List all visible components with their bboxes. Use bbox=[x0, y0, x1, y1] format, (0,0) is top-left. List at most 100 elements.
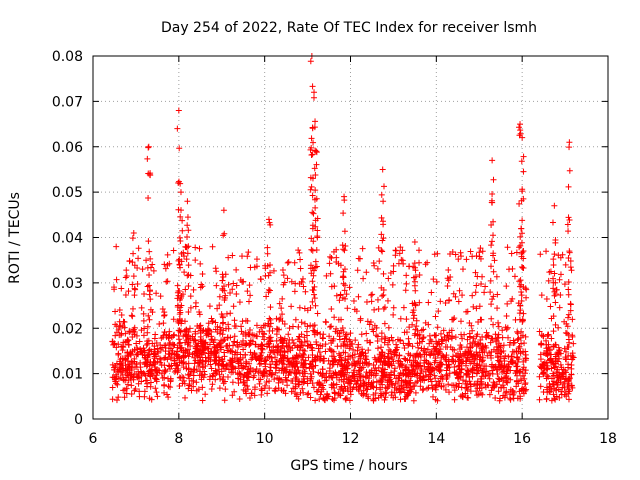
data-point bbox=[186, 325, 193, 332]
data-point bbox=[253, 322, 260, 329]
data-point bbox=[181, 269, 188, 276]
data-point bbox=[112, 371, 119, 378]
data-point bbox=[244, 253, 251, 260]
data-point bbox=[187, 293, 194, 300]
data-point bbox=[274, 346, 281, 353]
data-point bbox=[156, 321, 163, 328]
data-point bbox=[170, 342, 177, 349]
data-point bbox=[199, 384, 206, 391]
data-point bbox=[279, 295, 286, 302]
data-point bbox=[146, 316, 153, 323]
data-point bbox=[273, 331, 280, 338]
data-point bbox=[191, 354, 198, 361]
data-point bbox=[202, 354, 209, 361]
data-point bbox=[324, 390, 331, 397]
data-point bbox=[235, 363, 242, 370]
data-point bbox=[334, 343, 341, 350]
data-point bbox=[309, 357, 316, 364]
data-point bbox=[266, 315, 273, 322]
data-point bbox=[174, 369, 181, 376]
data-point bbox=[212, 367, 219, 374]
data-point bbox=[294, 344, 301, 351]
data-point bbox=[157, 346, 164, 353]
data-point bbox=[225, 321, 232, 328]
data-point bbox=[130, 326, 137, 333]
data-point bbox=[187, 343, 194, 350]
data-point bbox=[201, 368, 208, 375]
data-point bbox=[210, 339, 217, 346]
data-point bbox=[192, 244, 199, 251]
data-point bbox=[231, 338, 238, 345]
data-point bbox=[135, 245, 142, 252]
data-point bbox=[251, 392, 258, 399]
data-point bbox=[272, 354, 279, 361]
data-point bbox=[299, 354, 306, 361]
data-point bbox=[113, 276, 120, 283]
data-point bbox=[400, 384, 407, 391]
data-point bbox=[366, 321, 373, 328]
data-point bbox=[396, 352, 403, 359]
data-point bbox=[236, 371, 243, 378]
x-tick-label: 18 bbox=[599, 431, 617, 447]
data-point bbox=[135, 255, 142, 262]
data-point bbox=[345, 380, 352, 387]
data-point bbox=[231, 333, 238, 340]
data-point bbox=[288, 388, 295, 395]
data-point bbox=[409, 343, 416, 350]
data-point bbox=[302, 288, 309, 295]
data-point bbox=[140, 345, 147, 352]
data-point bbox=[284, 275, 291, 282]
data-point bbox=[225, 325, 232, 332]
chart-title: Day 254 of 2022, Rate Of TEC Index for r… bbox=[161, 20, 537, 36]
data-point bbox=[116, 307, 123, 314]
data-point bbox=[209, 318, 216, 325]
data-point bbox=[187, 371, 194, 378]
data-point bbox=[162, 368, 169, 375]
data-point bbox=[262, 361, 269, 368]
data-point bbox=[192, 357, 199, 364]
data-point bbox=[138, 378, 145, 385]
data-point bbox=[115, 351, 122, 358]
data-point bbox=[220, 337, 227, 344]
data-point bbox=[302, 370, 309, 377]
data-point bbox=[205, 355, 212, 362]
data-point bbox=[292, 363, 299, 370]
data-point bbox=[228, 362, 235, 369]
data-point bbox=[122, 274, 129, 281]
data-point bbox=[131, 387, 138, 394]
data-point bbox=[244, 377, 251, 384]
data-point bbox=[190, 372, 197, 379]
data-point bbox=[166, 363, 173, 370]
x-tick-label: 6 bbox=[89, 431, 98, 447]
data-point bbox=[198, 351, 205, 358]
data-point bbox=[402, 396, 409, 403]
data-point bbox=[141, 393, 148, 400]
data-point bbox=[118, 361, 125, 368]
y-tick-label: 0.01 bbox=[52, 367, 83, 383]
data-point bbox=[136, 388, 143, 395]
data-point bbox=[160, 332, 167, 339]
data-point bbox=[256, 328, 263, 335]
data-point bbox=[288, 303, 295, 310]
data-point bbox=[246, 298, 253, 305]
x-axis-title: GPS time / hours bbox=[290, 458, 407, 474]
data-point bbox=[174, 282, 181, 289]
data-point bbox=[246, 395, 253, 402]
data-point bbox=[214, 329, 221, 336]
data-point bbox=[393, 341, 400, 348]
data-point bbox=[284, 259, 291, 266]
data-point bbox=[237, 360, 244, 367]
data-point bbox=[258, 324, 265, 331]
data-point bbox=[222, 386, 229, 393]
data-point bbox=[329, 374, 336, 381]
data-point bbox=[212, 376, 219, 383]
data-point bbox=[288, 359, 295, 366]
data-point bbox=[259, 342, 266, 349]
data-point bbox=[293, 368, 300, 375]
data-point bbox=[276, 375, 283, 382]
data-point bbox=[148, 396, 155, 403]
data-point bbox=[278, 305, 285, 312]
data-point bbox=[292, 385, 299, 392]
data-point bbox=[260, 330, 267, 337]
data-point bbox=[124, 367, 131, 374]
